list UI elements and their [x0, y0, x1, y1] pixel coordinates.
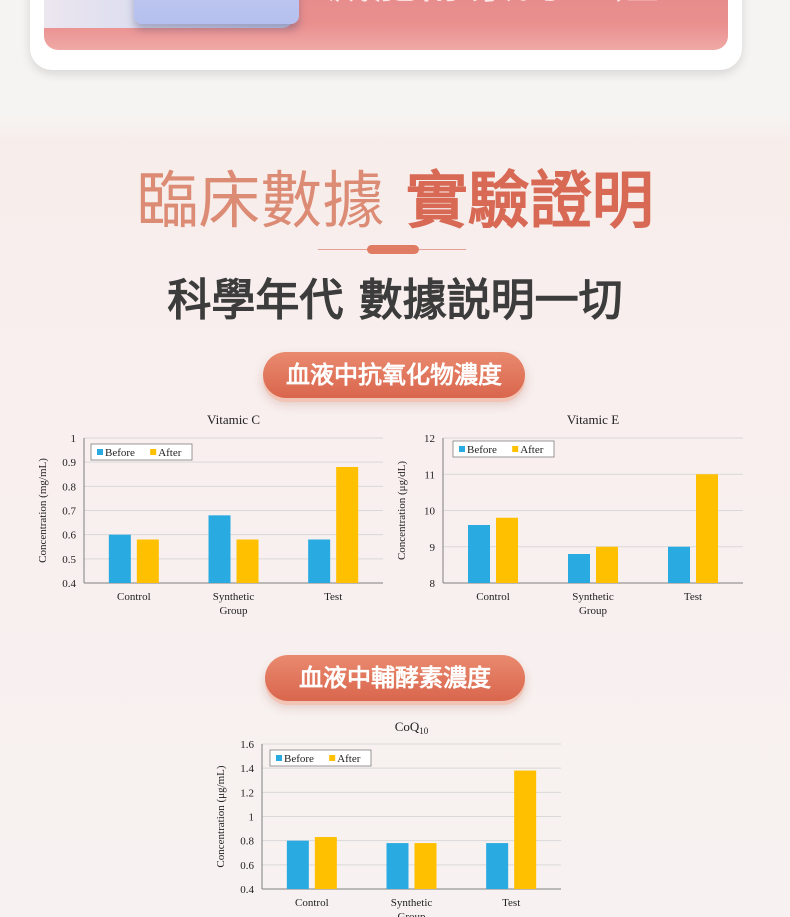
y-tick-label: 12	[424, 433, 435, 445]
y-tick-label: 10	[424, 506, 436, 518]
y-tick-label: 11	[424, 469, 435, 481]
x-tick-label: Control	[476, 591, 510, 603]
bar-before	[468, 525, 490, 583]
bar-after	[696, 474, 718, 583]
legend-swatch-after	[150, 449, 157, 455]
legend-box	[269, 749, 372, 767]
x-tick-label: Group	[397, 911, 426, 917]
bar-after	[336, 467, 359, 583]
y-tick-label: 8	[430, 578, 436, 590]
y-tick-label: 0.4	[240, 884, 254, 896]
bar-after	[136, 539, 159, 583]
y-axis-label: Concentration (μg/mL)	[215, 765, 227, 867]
legend-label-after: After	[158, 447, 182, 459]
bar-before	[286, 840, 309, 889]
page-title-light: 臨床數據	[136, 164, 385, 237]
legend-label-before: Before	[467, 444, 497, 456]
legend-swatch-after	[329, 755, 336, 761]
legend-swatch-before	[459, 446, 465, 452]
legend-label-after: After	[520, 444, 544, 456]
section-label-antioxidant: 血液中抗氧化物濃度	[263, 352, 525, 398]
page-title: 臨床數據 實驗證明	[0, 150, 790, 240]
y-tick-label: 0.9	[62, 457, 76, 469]
y-tick-label: 1.6	[240, 739, 254, 751]
product-image	[44, 0, 299, 28]
chart-title: CoQ10	[395, 719, 429, 736]
bar-after	[496, 517, 518, 583]
y-tick-label: 9	[430, 542, 436, 554]
y-tick-label: 1.4	[240, 763, 254, 775]
bar-before	[386, 843, 409, 889]
y-tick-label: 0.6	[240, 860, 254, 872]
x-tick-label: Synthetic	[391, 897, 433, 909]
bar-after	[596, 546, 618, 583]
y-tick-label: 1	[71, 433, 77, 445]
chart-title-subscript: 10	[419, 726, 429, 736]
legend-label-after: After	[337, 753, 361, 765]
y-tick-label: 0.5	[62, 554, 76, 566]
title-divider-pill	[367, 245, 419, 254]
legend-box	[452, 440, 555, 458]
legend-swatch-before	[276, 755, 282, 761]
y-axis-label: Concentration (mg/mL)	[37, 458, 49, 563]
top-banner-card: 減肥酵素的一姐	[30, 0, 742, 70]
x-tick-label: Test	[324, 591, 342, 603]
y-axis-label: Concentration (μg/dL)	[396, 461, 408, 560]
x-tick-label: Synthetic	[572, 591, 614, 603]
bar-before	[486, 843, 509, 889]
page-subtitle: 科學年代 數據説明一切	[167, 275, 623, 326]
top-banner: 減肥酵素的一姐	[44, 0, 728, 50]
y-tick-label: 1.2	[240, 787, 254, 799]
y-tick-label: 0.4	[62, 578, 76, 590]
legend-swatch-after	[512, 446, 519, 452]
bar-before	[668, 546, 690, 583]
x-tick-label: Test	[502, 897, 520, 909]
bar-after	[514, 770, 537, 889]
legend-swatch-before	[97, 449, 103, 455]
bar-before	[108, 534, 131, 583]
bar-before	[208, 515, 231, 583]
y-tick-label: 0.7	[62, 506, 76, 518]
x-tick-label: Synthetic	[213, 591, 255, 603]
y-tick-label: 0.8	[240, 836, 254, 848]
bar-after	[236, 539, 259, 583]
x-tick-label: Control	[295, 897, 329, 909]
legend-label-before: Before	[284, 753, 314, 765]
bar-after	[414, 843, 437, 889]
chart-title: Vitamic E	[567, 412, 619, 427]
x-tick-label: Group	[579, 605, 608, 617]
chart-title: Vitamic C	[207, 412, 260, 427]
legend-label-before: Before	[105, 447, 135, 459]
legend-box	[90, 443, 193, 461]
product-box-image	[134, 0, 299, 24]
page-title-strong: 實驗證明	[405, 164, 654, 237]
banner-text: 減肥酵素的一姐	[326, 0, 662, 10]
section-label-coenzyme: 血液中輔酵素濃度	[265, 655, 525, 701]
y-tick-label: 0.6	[62, 530, 76, 542]
x-tick-label: Group	[219, 605, 248, 617]
bar-after	[314, 837, 337, 889]
x-tick-label: Test	[684, 591, 702, 603]
x-tick-label: Control	[117, 591, 151, 603]
bar-before	[308, 539, 331, 583]
y-tick-label: 1	[249, 812, 255, 824]
y-tick-label: 0.8	[62, 481, 76, 493]
bar-before	[568, 554, 590, 583]
